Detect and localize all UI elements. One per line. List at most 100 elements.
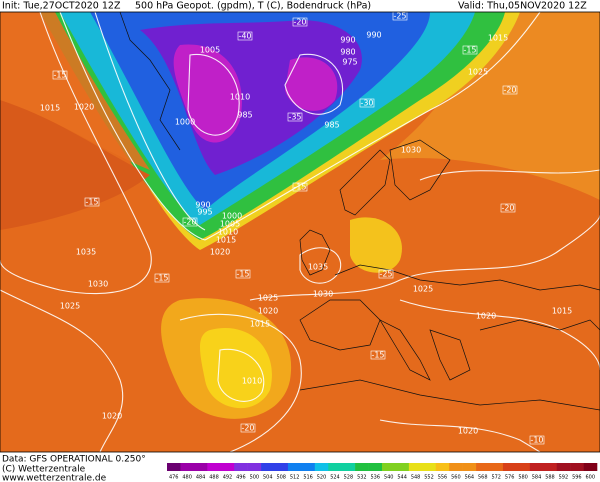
colorbar-swatch [328, 463, 342, 471]
colorbar-label: 588 [545, 475, 555, 481]
isobar-label: 1030 [88, 280, 108, 289]
isobar-label: 1010 [242, 377, 262, 386]
map-frame [0, 11, 600, 453]
colorbar-label: 596 [572, 475, 582, 481]
temperature-label: -15 [155, 274, 168, 283]
temperature-label-box [370, 350, 386, 360]
isobar-label: 1000 [175, 118, 195, 127]
colorbar-label: 512 [290, 475, 300, 481]
isobar-label: 1005 [200, 46, 220, 55]
colorbar-label: 592 [559, 475, 569, 481]
colorbar-swatch [287, 463, 302, 471]
colorbar-swatch [583, 463, 598, 471]
temperature-label-box [52, 70, 68, 80]
temperature-label: -20 [183, 218, 196, 227]
isobar-label: 1015 [40, 104, 60, 113]
temperature-label: -20 [241, 424, 254, 433]
colorbar-label: 600 [586, 475, 596, 481]
temperature-label-box [287, 112, 303, 122]
temperature-label-box [292, 182, 308, 192]
colorbar-swatch [489, 463, 504, 471]
init-time: Init: Tue,27OCT2020 12Z [2, 1, 121, 12]
colorbar-label: 500 [250, 475, 260, 481]
colorbar-swatch [570, 463, 584, 471]
isobar-label: 1015 [552, 307, 572, 316]
isobar-label: 1015 [216, 236, 236, 245]
temperature-label-box [529, 435, 545, 445]
colorbar-swatch [193, 463, 208, 471]
temperature-label: -15 [236, 270, 249, 279]
temperature-label: -25 [379, 270, 392, 279]
isobar-label: 990 [366, 31, 381, 40]
isobar-label: 1025 [413, 285, 433, 294]
isobar-label: 1015 [250, 320, 270, 329]
colorbar-label: 548 [411, 475, 421, 481]
colorbar-label: 520 [317, 475, 327, 481]
colorbar-swatch [449, 463, 463, 471]
temperature-label-box [462, 45, 478, 55]
isobar-label: 1025 [60, 302, 80, 311]
temperature-label-box [292, 17, 308, 27]
url: www.wetterzentrale.de [2, 474, 107, 482]
colorbar-swatch [408, 463, 423, 471]
colorbar-label: 544 [397, 475, 407, 481]
temperature-label: -20 [501, 204, 514, 213]
colorbar-swatch [341, 463, 356, 471]
colorbar-swatch [476, 463, 490, 471]
isobar-label: 1000 [222, 212, 242, 221]
isobar-label: 1020 [458, 427, 478, 436]
colorbar-swatch [234, 463, 248, 471]
temperature-label-box [502, 85, 518, 95]
fields-title: 500 hPa Geopot. (gpdm), T (C), Bodendruc… [135, 1, 371, 12]
colorbar-swatch [274, 463, 289, 471]
temperature-label-box [378, 269, 394, 279]
colorbar-label: 524 [330, 475, 340, 481]
colorbar-label: 584 [532, 475, 542, 481]
isobar-label: 1020 [74, 103, 94, 112]
temperature-label: -15 [293, 183, 306, 192]
isobar-label: 1020 [102, 412, 122, 421]
colorbar-swatch [516, 463, 531, 471]
colorbar-swatch [435, 463, 450, 471]
temperature-label: -25 [393, 12, 406, 21]
temperature-label: -20 [293, 18, 306, 27]
temperature-label-box [500, 203, 516, 213]
colorbar-swatch [556, 463, 571, 471]
colorbar-swatch [462, 463, 477, 471]
temperature-label: -10 [530, 436, 543, 445]
colorbar-label: 564 [465, 475, 475, 481]
colorbar-swatch [422, 463, 437, 471]
temperature-label: -15 [85, 198, 98, 207]
isobar-label: 990 [195, 201, 210, 210]
temperature-label: -15 [463, 46, 476, 55]
temperature-label: -15 [53, 71, 66, 80]
temperature-label-box [84, 197, 100, 207]
temperature-label: -30 [360, 99, 373, 108]
temperature-label-box [182, 217, 198, 227]
isobar-label: 1030 [401, 146, 421, 155]
colorbar-label: 488 [209, 475, 219, 481]
temperature-label-box [392, 12, 408, 21]
colorbar-swatch [207, 463, 222, 471]
isobar-label: 980 [340, 48, 355, 57]
isobar-label: 1020 [476, 312, 496, 321]
valid-time: Valid: Thu,05NOV2020 12Z [458, 1, 587, 12]
colorbar-label: 484 [196, 475, 206, 481]
temperature-label-box [359, 98, 375, 108]
colorbar-label: 480 [182, 475, 192, 481]
isobar-label: 1025 [258, 294, 278, 303]
isobar-label: 985 [324, 121, 339, 130]
temperature-label-box [240, 423, 256, 433]
temperature-label-box [237, 31, 253, 41]
colorbar-swatch [529, 463, 544, 471]
colorbar-label: 560 [451, 475, 461, 481]
colorbar-label: 504 [263, 475, 273, 481]
isobar-label: 1020 [258, 307, 278, 316]
colorbar-label: 568 [478, 475, 488, 481]
isobar-label: 1030 [313, 290, 333, 299]
temperature-label-box [154, 273, 170, 283]
colorbar-label: 532 [357, 475, 367, 481]
data-source: Data: GFS OPERATIONAL 0.250° [2, 455, 146, 465]
